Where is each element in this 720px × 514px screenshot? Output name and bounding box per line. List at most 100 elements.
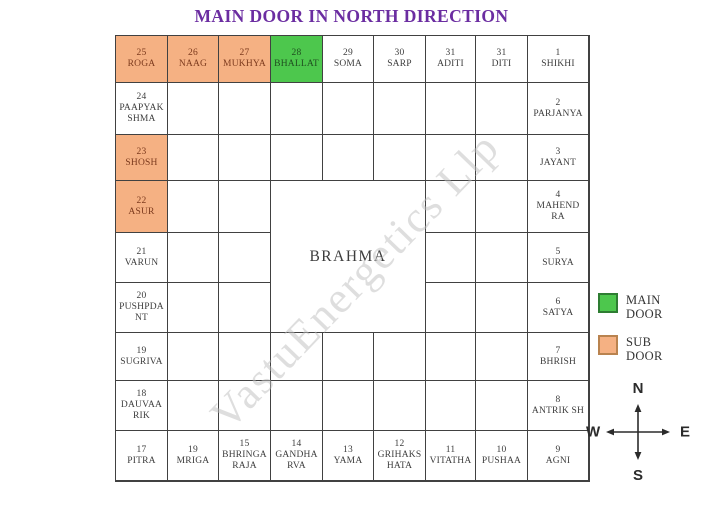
empty-cell [374, 135, 426, 181]
empty-cell [426, 233, 476, 283]
grid-cell-satya: 6 SATYA [528, 283, 589, 333]
cell-number: 4 [555, 190, 561, 200]
cell-label: ASUR [128, 206, 155, 217]
grid-cell-pushaa: 10 PUSHAA [476, 431, 528, 481]
grid-cell-bhrish: 7 BHRISH [528, 333, 589, 381]
empty-cell [168, 135, 219, 181]
grid-cell-dauvaarik: 18 DAUVAA RIK [116, 381, 168, 431]
cell-number: 21 [136, 246, 147, 257]
empty-cell [271, 381, 323, 431]
grid-cell-pushpdant: 20 PUSHPDA NT [116, 283, 168, 333]
cell-number: 15 [239, 439, 250, 449]
cell-label: GRIHAKS HATA [377, 450, 422, 471]
cell-label: PARJANYA [533, 108, 583, 119]
grid-cell-asur: 22 ASUR [116, 181, 168, 233]
cell-number: 11 [445, 444, 456, 455]
empty-cell [168, 381, 219, 431]
sub-door-swatch-icon [598, 334, 618, 355]
cell-label: ROGA [127, 59, 156, 69]
grid-cell-bhallat: 28 BHALLAT [271, 36, 323, 83]
cell-label: SATYA [542, 307, 574, 318]
empty-cell [426, 333, 476, 381]
empty-cell [219, 135, 271, 181]
cell-label: SURYA [542, 257, 574, 268]
grid-cell-shikhi: 1 SHIKHI [528, 36, 589, 83]
empty-cell [476, 135, 528, 181]
grid-cell-parjanya: 2 PARJANYA [528, 83, 589, 135]
empty-cell [323, 135, 374, 181]
empty-cell [476, 181, 528, 233]
cell-label: AGNI [545, 455, 571, 466]
empty-cell [426, 135, 476, 181]
empty-cell [323, 83, 374, 135]
grid-cell-varun: 21 VARUN [116, 233, 168, 283]
cell-number: 12 [394, 439, 405, 449]
grid-cell-yama: 13 YAMA [323, 431, 374, 481]
vastu-grid: BRAHMA 25 ROGA 26 NAAG 27 MUKHYA 28 BHALLAT 29 SO… [115, 35, 590, 482]
grid-cell-roga: 25 ROGA [116, 36, 168, 83]
cell-number: 18 [136, 389, 147, 399]
empty-cell [271, 333, 323, 381]
empty-cell [323, 381, 374, 431]
empty-cell [168, 83, 219, 135]
compass-east-label: E [679, 423, 690, 441]
legend: MAIN DOOR SUB DOOR [598, 293, 680, 377]
cell-number: 3 [555, 146, 561, 157]
empty-cell [426, 381, 476, 431]
cell-label: BHRISH [539, 356, 577, 367]
cell-number: 5 [555, 246, 561, 257]
empty-cell [219, 83, 271, 135]
empty-cell [374, 83, 426, 135]
empty-cell [374, 381, 426, 431]
grid-cell-agni: 9 AGNI [528, 431, 589, 481]
main-door-swatch-icon [598, 293, 618, 313]
empty-cell [476, 381, 528, 431]
cell-label: PAAPYAK SHMA [119, 103, 164, 124]
legend-label: MAIN DOOR [626, 293, 663, 322]
cell-label: BHRINGA RAJA [222, 450, 267, 471]
grid-cell-grihakshata: 12 GRIHAKS HATA [374, 431, 426, 481]
grid-cell-shosh: 23 SHOSH [116, 135, 168, 181]
legend-label: SUB DOOR [626, 334, 663, 364]
cell-label: ANTRIK SH [531, 405, 585, 416]
cell-number: 23 [136, 146, 147, 157]
cell-label: BHALLAT [274, 59, 319, 69]
empty-cell [219, 181, 271, 233]
cell-number: 20 [136, 291, 147, 301]
brahma-cell: BRAHMA [271, 181, 426, 333]
page-title: MAIN DOOR IN NORTH DIRECTION [194, 6, 509, 26]
cell-label: MUKHYA [223, 59, 266, 69]
cell-number: 31 [496, 48, 507, 58]
empty-cell [476, 283, 528, 333]
empty-cell [476, 83, 528, 135]
cell-number: 14 [291, 439, 302, 449]
empty-cell [219, 283, 271, 333]
cell-number: 29 [343, 48, 353, 58]
grid-cell-mahendra: 4 MAHEND RA [528, 181, 589, 233]
cell-number: 26 [188, 48, 198, 58]
cell-number: 24 [136, 92, 147, 102]
cell-label: MAHEND RA [536, 201, 580, 222]
empty-cell [271, 83, 323, 135]
cell-label: SHOSH [125, 157, 158, 168]
empty-cell [426, 83, 476, 135]
cell-number: 19 [136, 345, 147, 356]
cell-label: DAUVAA RIK [120, 400, 163, 421]
empty-cell [271, 135, 323, 181]
cell-label: GANDHA RVA [275, 450, 318, 471]
cell-label: YAMA [333, 455, 363, 466]
cell-label: JAYANT [539, 157, 577, 168]
empty-cell [476, 233, 528, 283]
cell-label: PUSHAA [481, 455, 522, 466]
cell-number: 27 [239, 48, 250, 58]
cell-number: 28 [291, 48, 302, 58]
grid-cell-bhringaraja: 15 BHRINGA RAJA [219, 431, 271, 481]
empty-cell [323, 333, 374, 381]
empty-cell [219, 381, 271, 431]
compass-south-label: S [632, 467, 643, 484]
grid-cell-jayant: 3 JAYANT [528, 135, 589, 181]
cell-number: 2 [555, 97, 561, 108]
empty-cell [168, 181, 219, 233]
grid-cell-vitatha: 11 VITATHA [426, 431, 476, 481]
cell-number: 6 [555, 296, 561, 307]
